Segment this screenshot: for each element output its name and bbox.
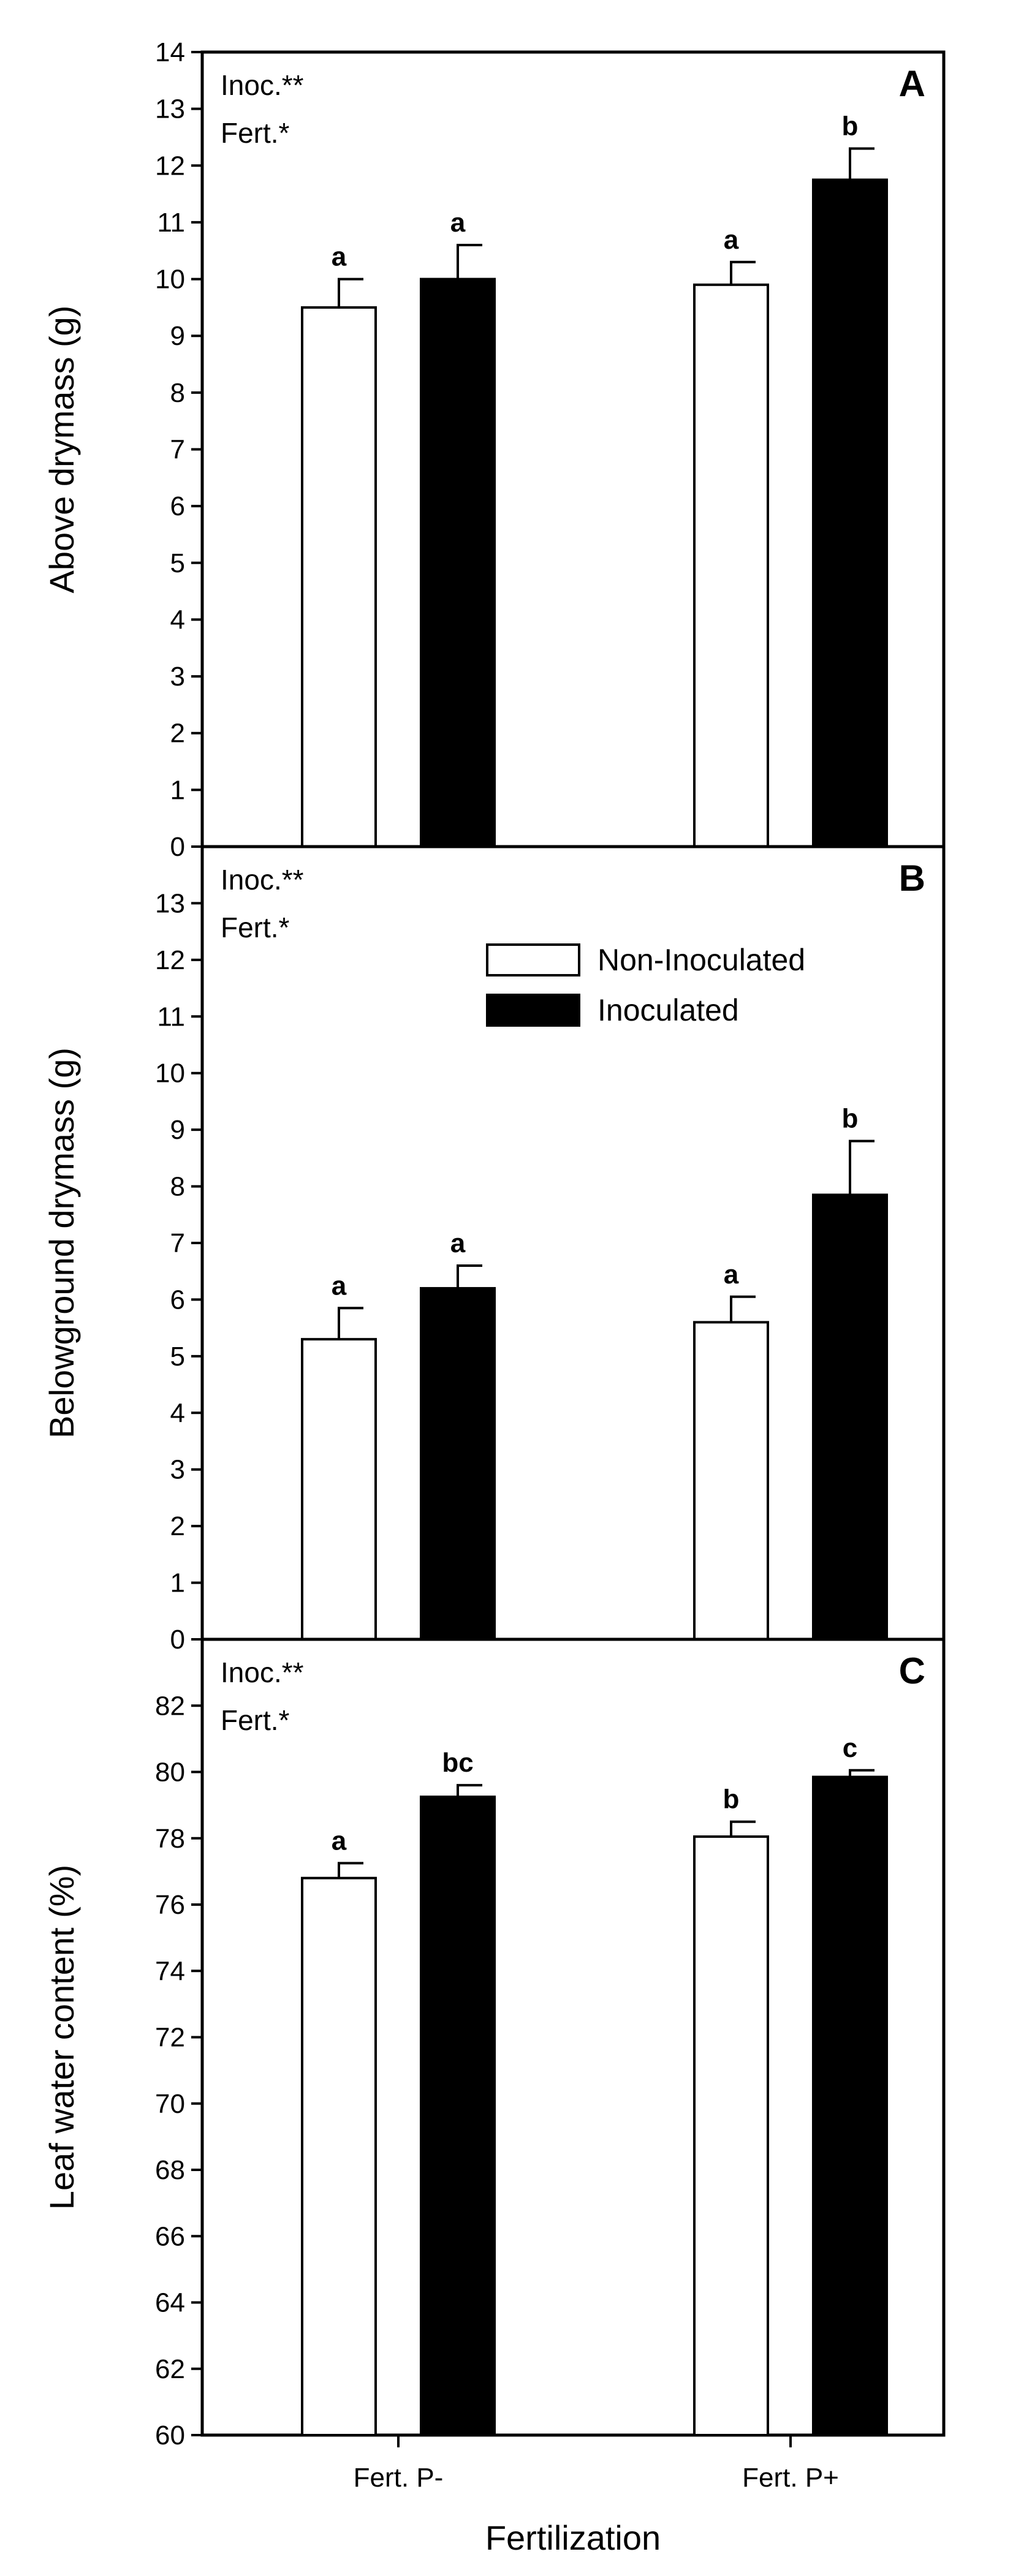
significance-letter: bc xyxy=(442,1748,473,1778)
bar xyxy=(301,1876,377,2436)
y-axis-title: Belowground drymass (g) xyxy=(42,1048,81,1438)
x-axis-title: Fertilization xyxy=(485,2518,661,2557)
y-tick-label: 76 xyxy=(155,1890,185,1920)
significance-letter: a xyxy=(332,1826,347,1856)
y-tick-label: 14 xyxy=(155,37,185,67)
y-tick-label: 12 xyxy=(155,151,185,181)
y-tick-label: 2 xyxy=(170,1511,185,1541)
y-tick-label: 64 xyxy=(155,2288,185,2318)
significance-letter: b xyxy=(842,1104,859,1134)
y-tick-label: 60 xyxy=(155,2420,185,2450)
stat-annotation: Fert.* xyxy=(221,1704,290,1736)
y-tick-label: 10 xyxy=(155,1059,185,1089)
stat-annotation: Inoc.** xyxy=(221,69,304,101)
y-tick-label: 62 xyxy=(155,2354,185,2384)
y-tick-label: 70 xyxy=(155,2089,185,2119)
y-tick-label: 13 xyxy=(155,888,185,918)
y-tick-label: 82 xyxy=(155,1691,185,1721)
bar xyxy=(301,306,377,848)
legend-label: Inoculated xyxy=(598,993,739,1027)
y-tick-label: 7 xyxy=(170,1228,185,1258)
bar xyxy=(693,283,769,848)
y-tick-label: 9 xyxy=(170,321,185,351)
y-axis-title: Leaf water content (%) xyxy=(42,1865,81,2210)
stat-annotation: Inoc.** xyxy=(221,1656,304,1688)
x-tick-label: Fert. P- xyxy=(354,2463,444,2493)
y-tick-label: 66 xyxy=(155,2221,185,2251)
y-tick-label: 80 xyxy=(155,1758,185,1788)
significance-letter: a xyxy=(724,1260,739,1290)
y-tick-label: 8 xyxy=(170,1172,185,1202)
y-tick-label: 13 xyxy=(155,94,185,124)
bar xyxy=(420,1286,496,1641)
panel-letter: B xyxy=(899,858,925,899)
significance-letter: a xyxy=(332,1271,347,1301)
y-tick-label: 4 xyxy=(170,1398,185,1428)
y-tick-label: 1 xyxy=(170,1568,185,1598)
bar xyxy=(301,1338,377,1641)
y-tick-label: 6 xyxy=(170,491,185,521)
significance-letter: c xyxy=(843,1733,857,1763)
y-tick-label: 68 xyxy=(155,2155,185,2185)
y-tick-label: 9 xyxy=(170,1115,185,1145)
y-tick-label: 8 xyxy=(170,378,185,408)
legend: Non-Inoculated Inoculated xyxy=(486,943,805,1027)
bar xyxy=(693,1321,769,1641)
stat-annotation: Fert.* xyxy=(221,117,290,149)
legend-label: Non-Inoculated xyxy=(598,943,805,977)
bar xyxy=(812,1193,888,1641)
y-tick-label: 0 xyxy=(170,832,185,862)
y-tick-label: 1 xyxy=(170,775,185,805)
y-tick-label: 3 xyxy=(170,662,185,692)
significance-letter: b xyxy=(723,1785,740,1815)
legend-swatch xyxy=(486,943,580,976)
y-tick-label: 0 xyxy=(170,1625,185,1655)
y-tick-label: 4 xyxy=(170,605,185,635)
y-tick-label: 5 xyxy=(170,548,185,578)
stat-annotation: Inoc.** xyxy=(221,864,304,896)
y-tick-label: 74 xyxy=(155,1956,185,1986)
x-axis: Fert. P- Fert. P+ xyxy=(354,2435,839,2493)
stat-annotation: Fert.* xyxy=(221,912,290,943)
significance-letter: a xyxy=(332,242,347,272)
panel-letter: C xyxy=(899,1650,925,1691)
y-tick-label: 5 xyxy=(170,1342,185,1372)
significance-letter: a xyxy=(450,1228,466,1258)
y-tick-label: 6 xyxy=(170,1285,185,1315)
y-tick-label: 78 xyxy=(155,1824,185,1854)
significance-letter: b xyxy=(842,111,859,141)
y-tick-label: 11 xyxy=(157,1002,185,1032)
panel-letter: A xyxy=(899,63,925,104)
y-tick-label: 12 xyxy=(155,945,185,975)
y-tick-label: 3 xyxy=(170,1455,185,1485)
bar xyxy=(812,1775,888,2436)
panel-c: 60 62 64 66 68 70 72 74 76 78 80 82 Leaf water conte… xyxy=(42,1637,946,2450)
bar xyxy=(812,178,888,848)
y-tick-label: 7 xyxy=(170,435,185,465)
bar xyxy=(420,278,496,848)
y-axis-title: Above drymass (g) xyxy=(42,306,81,594)
legend-swatch xyxy=(486,994,580,1027)
y-tick-label: 72 xyxy=(155,2023,185,2053)
bar xyxy=(693,1835,769,2436)
bar xyxy=(420,1796,496,2436)
significance-letter: a xyxy=(450,208,466,238)
x-tick-label: Fert. P+ xyxy=(742,2463,839,2493)
y-tick-label: 2 xyxy=(170,719,185,749)
y-tick-label: 10 xyxy=(155,265,185,295)
y-tick-label: 11 xyxy=(157,208,185,238)
significance-letter: a xyxy=(724,225,739,255)
